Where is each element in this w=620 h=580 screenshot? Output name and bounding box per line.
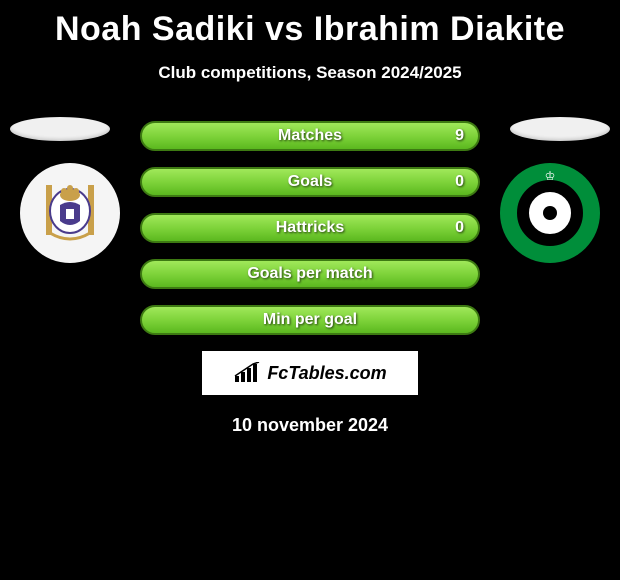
stat-label: Goals	[288, 173, 332, 191]
country-flag-right	[510, 117, 610, 141]
page-title: Noah Sadiki vs Ibrahim Diakite	[0, 0, 620, 49]
brand-bars-icon	[233, 362, 261, 384]
comparison-area: ♔ Matches 9 Goals 0 Hattricks 0 Goals pe…	[0, 121, 620, 436]
country-flag-left	[10, 117, 110, 141]
date-label: 10 november 2024	[0, 415, 620, 436]
stat-label: Matches	[278, 127, 342, 145]
stat-value-right: 0	[455, 219, 464, 237]
stat-label: Goals per match	[247, 265, 372, 283]
brand-link[interactable]: FcTables.com	[202, 351, 418, 395]
stat-row-hattricks: Hattricks 0	[140, 213, 480, 243]
anderlecht-crest-icon	[30, 173, 110, 253]
subtitle: Club competitions, Season 2024/2025	[0, 63, 620, 83]
stat-row-matches: Matches 9	[140, 121, 480, 151]
stat-value-right: 9	[455, 127, 464, 145]
stat-row-goals-per-match: Goals per match	[140, 259, 480, 289]
stat-label: Hattricks	[276, 219, 344, 237]
stats-list: Matches 9 Goals 0 Hattricks 0 Goals per …	[140, 121, 480, 335]
club-crest-right: ♔	[500, 163, 600, 263]
stat-label: Min per goal	[263, 311, 357, 329]
club-crest-left	[20, 163, 120, 263]
brand-text: FcTables.com	[267, 363, 386, 384]
cercle-ring-icon	[517, 180, 583, 246]
stat-row-min-per-goal: Min per goal	[140, 305, 480, 335]
stat-row-goals: Goals 0	[140, 167, 480, 197]
stat-value-right: 0	[455, 173, 464, 191]
